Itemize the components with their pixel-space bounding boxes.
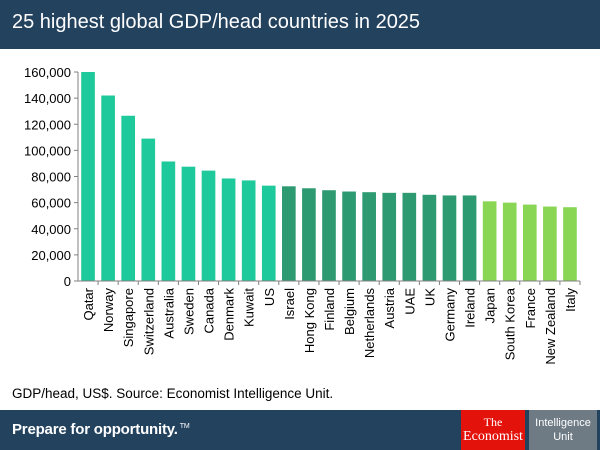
x-tick-label: Singapore [121,288,136,347]
bar-sweden [181,166,196,281]
y-tick-label: 160,000 [24,65,71,80]
tagline-text: Prepare for opportunity. [12,421,178,438]
trademark-mark: TM [179,423,190,430]
bar-israel [282,186,296,281]
x-tick-label: Ireland [463,288,478,328]
bar-us [261,185,276,281]
x-tick-label: South Korea [503,287,518,360]
x-tick-label: Germany [442,288,457,342]
source-note: GDP/head, US$. Source: Economist Intelli… [12,386,334,401]
bar-south-korea [502,202,517,282]
x-tick-label: Netherlands [362,288,377,359]
x-tick-label: Denmark [222,288,237,341]
x-tick-label: US [262,288,277,306]
bar-kuwait [241,180,256,281]
x-tick-label: Kuwait [242,288,257,327]
chart-title: 25 highest global GDP/head countries in … [12,11,421,33]
x-tick-label: Canada [202,287,217,333]
bar-norway [101,95,115,281]
bar-japan [482,201,497,281]
bar-france [522,204,537,281]
y-tick-label: 0 [64,274,71,289]
x-tick-label: Qatar [81,287,96,320]
bar-denmark [221,178,236,281]
bar-canada [201,170,216,281]
bar-italy [563,207,577,281]
eiu-logo-line2: Unit [553,431,573,443]
bar-qatar [81,72,95,281]
y-tick-label: 60,000 [31,196,71,211]
bar-uk [422,194,437,281]
bar-hong-kong [302,188,316,281]
y-tick-label: 120,000 [24,117,71,132]
bar-australia [161,161,176,281]
gdp-bar-chart: 0 20,000 40,000 60,000 80,000 100,000 120,000 1… [24,65,581,365]
eiu-logo-line1: Intelligence [535,417,591,429]
bar-belgium [342,191,356,281]
bars [81,72,577,282]
footer-bar: Prepare for opportunity. TM The Economist… [0,410,600,450]
bar-uae [402,192,417,281]
y-tick-label: 100,000 [24,143,71,158]
x-tick-label: Belgium [342,288,357,335]
x-tick-label: Hong Kong [302,288,317,353]
economist-logo-line2: Economist [463,429,523,444]
x-tick-label: Finland [322,288,337,331]
y-axis: 0 20,000 40,000 60,000 80,000 100,000 120,000 1… [24,65,79,289]
x-tick-label: Norway [101,288,116,333]
x-axis: Qatar Norway Singapore Switzerland Australia… [78,280,581,365]
x-tick-label: UK [422,288,437,306]
x-tick-label: Switzerland [141,288,156,355]
economist-logo[interactable]: The Economist [461,410,525,450]
x-tick-label: New Zealand [543,288,558,365]
x-tick-label: Australia [161,287,176,338]
bar-netherlands [362,192,376,281]
bar-ireland [462,195,477,281]
bar-austria [382,192,397,281]
eiu-logo[interactable]: Intelligence Unit [529,410,597,450]
y-tick-label: 80,000 [31,170,71,185]
x-tick-label: Austria [382,287,397,328]
x-tick-label: Israel [282,288,297,320]
x-tick-label: France [523,288,538,328]
economist-logo-line1: The [483,415,503,429]
bar-switzerland [141,138,156,281]
tagline: Prepare for opportunity. TM [12,421,190,438]
title-bar: 25 highest global GDP/head countries in … [0,0,600,49]
x-tick-label: Italy [563,288,578,312]
y-tick-label: 40,000 [31,222,71,237]
y-tick-label: 20,000 [31,248,71,263]
bar-new-zealand [543,206,557,281]
bar-singapore [121,115,136,281]
x-tick-label: UAE [402,288,417,315]
y-tick-label: 140,000 [24,91,71,106]
bar-germany [442,195,457,281]
x-tick-label: Japan [483,288,498,323]
bar-finland [322,190,336,281]
x-tick-label: Sweden [181,288,196,335]
